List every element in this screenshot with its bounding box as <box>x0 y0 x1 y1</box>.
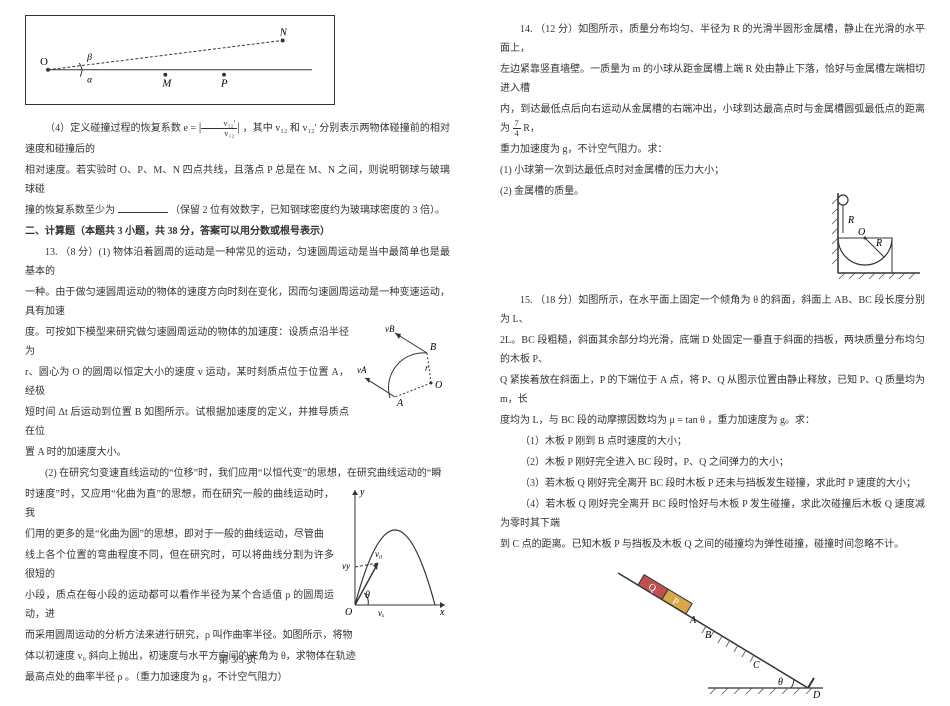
figure-q13b: y x O v₀ vy vₓ θ <box>340 485 450 620</box>
lbl-D15: D <box>812 690 821 701</box>
lbl-x: x <box>439 607 445 618</box>
q14-frac-d: 4 <box>513 129 521 138</box>
q15-sub3: （3）若木板 Q 刚好完全离开 BC 段时木板 P 还未与挡板发生碰撞，求此时 … <box>500 474 925 493</box>
q11-4-l3-pre: 撞的恢复系数至少为 <box>25 205 115 216</box>
q14-l2: 左边紧靠竖直墙壁。一质量为 m 的小球从距金属槽上端 R 处由静止下落，恰好与金… <box>500 60 925 98</box>
lbl-y: y <box>359 487 365 498</box>
lbl-vB: vB <box>385 324 395 334</box>
lbl-v0: v₀ <box>375 549 382 559</box>
pt-O: O <box>40 56 48 68</box>
pt-N: N <box>279 27 288 39</box>
pt-P: P <box>220 77 228 89</box>
q15-l1: 15. （18 分）如图所示，在水平面上固定一个倾角为 θ 的斜面，斜面上 AB… <box>500 291 925 329</box>
q15-l4: 度均为 L，与 BC 段的动摩擦因数均为 μ = tan θ ，重力加速度为 g… <box>500 411 925 430</box>
lbl-O13a: O <box>435 380 442 391</box>
lbl-R1: R <box>847 215 854 226</box>
q14-l3: 内，到达最低点后向右运动从金属槽的右端冲出，小球到达最高点时与金属槽圆弧最低点的… <box>500 100 925 138</box>
q15-sub4b: 到 C 点的距离。已知木板 P 与挡板及木板 Q 之间的碰撞均为弹性碰撞，碰撞时… <box>500 535 925 554</box>
lbl-theta15: θ <box>778 677 783 688</box>
pt-M: M <box>161 77 172 89</box>
q11-4-line2: 相对速度。若实验时 O、P、M、N 四点共线，且落点 P 总是在 M、N 之间，… <box>25 161 450 199</box>
lbl-A15: A <box>689 615 697 626</box>
pt-beta: β <box>86 52 92 63</box>
q11-4-line1: （4）定义碰撞过程的恢复系数 e = |v₁₂′v₁₂| ，其中 v₁₂ 和 v… <box>25 115 450 159</box>
lbl-R2: R <box>875 238 882 249</box>
section-2-head: 二、计算题（本题共 3 小题，共 38 分，答案可以用分数或根号表示） <box>25 222 450 241</box>
lbl-vy: vy <box>342 561 350 571</box>
figure-q14: R O R <box>830 183 925 283</box>
q11-4-pre: （4）定义碰撞过程的恢复系数 e = <box>45 123 199 134</box>
lbl-O13b: O <box>345 607 352 618</box>
q15-sub2: （2）木板 P 刚好完全进入 BC 段时，P、Q 之间弹力的大小； <box>500 453 925 472</box>
lbl-vA: vA <box>357 365 367 375</box>
q14-sub1: (1) 小球第一次到达最低点时对金属槽的压力大小； <box>500 161 925 180</box>
q14-l3-post: R， <box>523 123 540 134</box>
lbl-C15: C <box>753 660 760 671</box>
frac-d: v₁₂ <box>201 129 237 138</box>
left-column: O β α M P N （4）定义碰撞过程的恢复系数 e = |v₁₂′v₁₂|… <box>0 0 475 672</box>
q13-l1: 13. （8 分）(1) 物体沿着圆周的运动是一种常见的运动，匀速圆周运动是当中… <box>25 243 450 281</box>
q13-p2-l8: 最高点处的曲率半径 ρ 。（重力加速度为 g，不计空气阻力） <box>25 668 450 687</box>
q14-l3-pre: 内，到达最低点后向右运动从金属槽的右端冲出，小球到达最高点时与金属槽圆弧最低点的… <box>500 104 925 134</box>
lbl-A: A <box>396 398 404 408</box>
q13-l2: 一种。由于做匀速圆周运动的物体的速度方向时刻在变化，因而匀速圆周运动是一种变速运… <box>25 283 450 321</box>
lbl-theta13b: θ <box>365 590 370 601</box>
q11-4-l3-post: （保留 2 位有效数字，已知钢球密度约为玻璃球密度的 3 倍）。 <box>170 205 445 216</box>
lbl-B15: B <box>705 630 711 641</box>
right-column: 14. （12 分）如图所示，质量分布均匀、半径为 R 的光滑半圆形金属槽，静止… <box>475 0 950 672</box>
lbl-O14: O <box>858 227 865 238</box>
q14-l4: 重力加速度为 g，不计空气阻力。求： <box>500 140 925 159</box>
page-footer: 第 3/3 页 <box>0 651 475 666</box>
q15-l2: 2L。BC 段粗糙，斜面其余部分均光滑，底端 D 处固定一垂直于斜面的挡板，两块… <box>500 331 925 369</box>
pt-alpha: α <box>87 74 93 85</box>
q14-l1: 14. （12 分）如图所示，质量分布均匀、半径为 R 的光滑半圆形金属槽，静止… <box>500 20 925 58</box>
figure-q13a: vA vB B A O r <box>355 323 450 408</box>
q15-l3: Q 紧挨着放在斜面上，P 的下端位于 A 点，将 P、Q 从图示位置由静止释放，… <box>500 371 925 409</box>
q15-sub4a: （4）若木板 Q 刚好完全离开 BC 段时恰好与木板 P 发生碰撞，求此次碰撞后… <box>500 495 925 533</box>
lbl-B: B <box>430 342 436 353</box>
q11-4-line3: 撞的恢复系数至少为 （保留 2 位有效数字，已知钢球密度约为玻璃球密度的 3 倍… <box>25 201 450 220</box>
q13-l6: 置 A 时的加速度大小。 <box>25 443 450 462</box>
figure-q15: Q P A B C D θ <box>500 558 925 706</box>
q13-p2-l6: 而采用圆周运动的分析方法来进行研究，ρ 叫作曲率半径。如图所示，将物 <box>25 626 450 645</box>
q13-l5: 短时间 Δt 后运动到位置 B 如图所示。试根据加速度的定义，并推导质点在位 <box>25 403 450 441</box>
lbl-vx: vₓ <box>378 608 385 618</box>
figure-1: O β α M P N <box>25 15 335 105</box>
answer-blank <box>118 204 168 213</box>
q15-sub1: （1）木板 P 刚到 B 点时速度的大小； <box>500 432 925 451</box>
lbl-r: r <box>425 363 429 373</box>
q13-p2-l1: (2) 在研究匀变速直线运动的“位移”时，我们应用“以恒代变”的思想，在研究曲线… <box>25 464 450 483</box>
